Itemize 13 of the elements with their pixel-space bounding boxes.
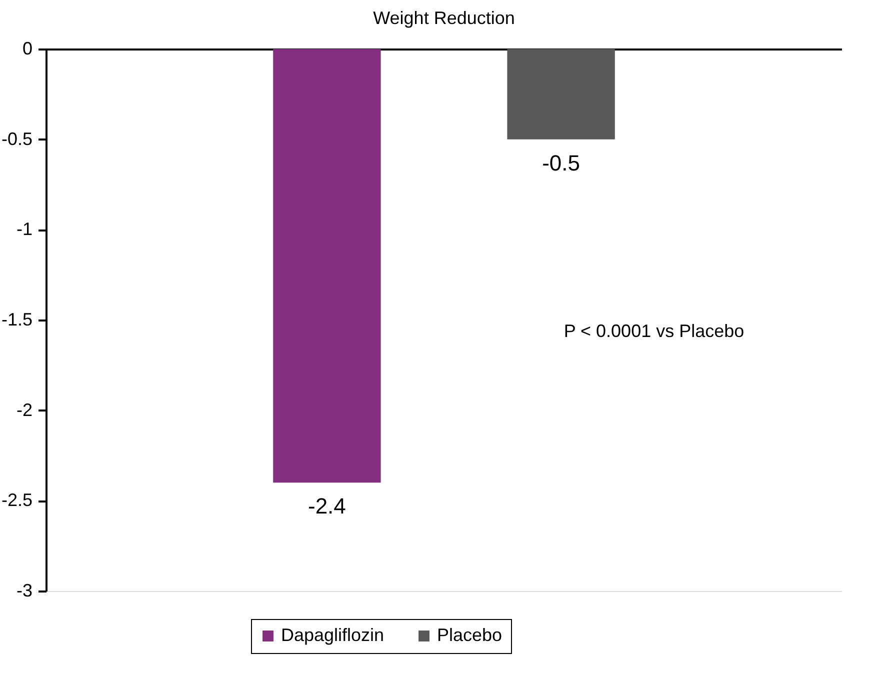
- y-tick-label: -2.5: [1, 490, 32, 510]
- y-tick-label: -1: [16, 219, 32, 240]
- annotation: P < 0.0001 vs Placebo: [564, 321, 744, 341]
- data-label: -0.5: [542, 150, 580, 176]
- y-tick-label: -2: [16, 400, 32, 420]
- chart-title: Weight Reduction: [373, 8, 515, 28]
- y-tick-label: -1.5: [1, 310, 32, 330]
- y-tick-label: -0.5: [1, 128, 32, 149]
- legend-label: Placebo: [437, 625, 502, 645]
- y-tick-label: -3: [16, 580, 32, 600]
- legend-label: Dapagliflozin: [281, 625, 384, 645]
- y-tick-label: 0: [22, 38, 32, 58]
- data-label: -2.4: [308, 494, 346, 519]
